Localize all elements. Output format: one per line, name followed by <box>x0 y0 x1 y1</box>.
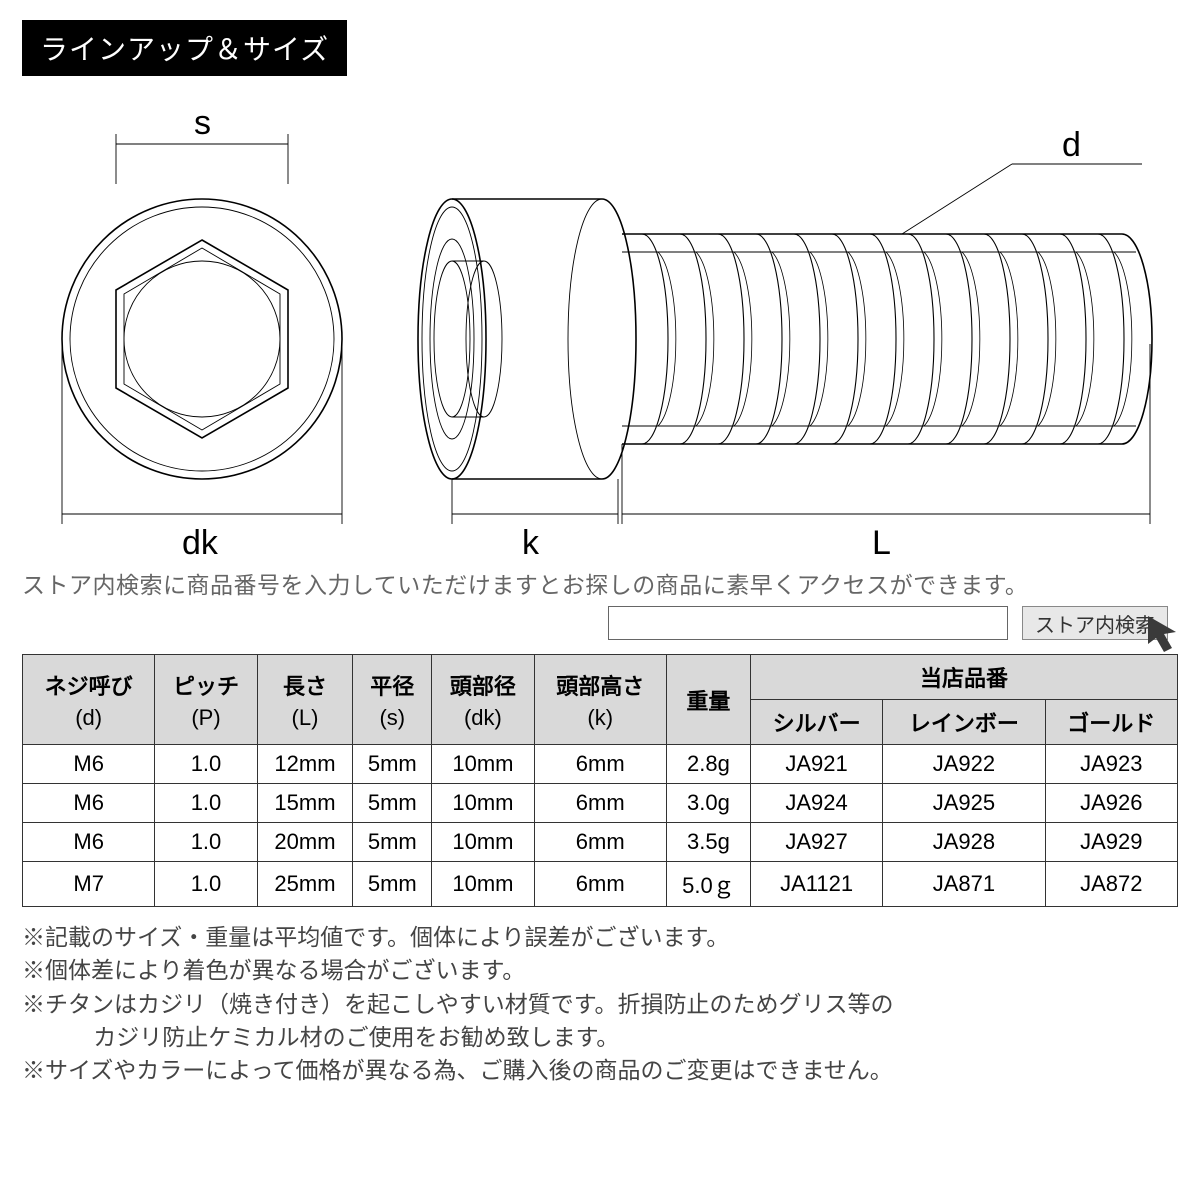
table-cell: 5mm <box>353 823 432 862</box>
table-cell: 1.0 <box>155 784 257 823</box>
table-cell: JA925 <box>883 784 1045 823</box>
notes-block: ※記載のサイズ・重量は平均値です。個体により誤差がございます。※個体差により着色… <box>22 921 1178 1088</box>
table-cell: JA927 <box>750 823 882 862</box>
table-cell: JA926 <box>1045 784 1177 823</box>
table-cell: 5mm <box>353 862 432 907</box>
table-cell: M6 <box>23 823 155 862</box>
dim-label-k: k <box>522 524 540 562</box>
col-header: 平径(s) <box>353 655 432 745</box>
col-header: 長さ(L) <box>257 655 353 745</box>
table-cell: JA871 <box>883 862 1045 907</box>
table-cell: JA924 <box>750 784 882 823</box>
table-row: M61.020mm5mm10mm6mm3.5gJA927JA928JA929 <box>23 823 1178 862</box>
table-cell: M6 <box>23 745 155 784</box>
spec-table-head: ネジ呼び(d)ピッチ(P)長さ(L)平径(s)頭部径(dk)頭部高さ(k)重量当… <box>23 655 1178 745</box>
col-header: シルバー <box>750 700 882 745</box>
table-cell: JA1121 <box>750 862 882 907</box>
dim-label-L: L <box>872 524 891 562</box>
col-header: ゴールド <box>1045 700 1177 745</box>
col-header: 重量 <box>666 655 750 745</box>
table-cell: 20mm <box>257 823 353 862</box>
spec-table: ネジ呼び(d)ピッチ(P)長さ(L)平径(s)頭部径(dk)頭部高さ(k)重量当… <box>22 654 1178 907</box>
table-cell: 10mm <box>432 823 534 862</box>
dim-label-s: s <box>194 104 211 142</box>
table-cell: 25mm <box>257 862 353 907</box>
table-cell: 12mm <box>257 745 353 784</box>
table-cell: 10mm <box>432 784 534 823</box>
table-cell: 1.0 <box>155 745 257 784</box>
col-header: レインボー <box>883 700 1045 745</box>
dim-label-dk: dk <box>182 524 219 562</box>
table-cell: 3.5g <box>666 823 750 862</box>
store-search-input[interactable] <box>608 606 1008 640</box>
note-line: ※個体差により着色が異なる場合がございます。 <box>22 954 1178 987</box>
table-row: M61.012mm5mm10mm6mm2.8gJA921JA922JA923 <box>23 745 1178 784</box>
table-cell: JA921 <box>750 745 882 784</box>
table-cell: 6mm <box>534 823 666 862</box>
table-cell: JA929 <box>1045 823 1177 862</box>
table-cell: 1.0 <box>155 823 257 862</box>
table-cell: 6mm <box>534 784 666 823</box>
note-line: カジリ防止ケミカル材のご使用をお勧め致します。 <box>22 1021 1178 1054</box>
table-cell: 5mm <box>353 745 432 784</box>
table-cell: M7 <box>23 862 155 907</box>
table-cell: 1.0 <box>155 862 257 907</box>
table-cell: 2.8g <box>666 745 750 784</box>
table-cell: 3.0g <box>666 784 750 823</box>
note-line: ※チタンはカジリ（焼き付き）を起こしやすい材質です。折損防止のためグリス等の <box>22 988 1178 1021</box>
table-cell: JA928 <box>883 823 1045 862</box>
col-header: 頭部径(dk) <box>432 655 534 745</box>
note-line: ※記載のサイズ・重量は平均値です。個体により誤差がございます。 <box>22 921 1178 954</box>
table-cell: JA923 <box>1045 745 1177 784</box>
dim-label-d: d <box>1062 126 1081 164</box>
table-cell: JA872 <box>1045 862 1177 907</box>
table-cell: 10mm <box>432 745 534 784</box>
table-row: M61.015mm5mm10mm6mm3.0gJA924JA925JA926 <box>23 784 1178 823</box>
table-cell: 5mm <box>353 784 432 823</box>
col-header: ピッチ(P) <box>155 655 257 745</box>
note-line: ※サイズやカラーによって価格が異なる為、ご購入後の商品のご変更はできません。 <box>22 1054 1178 1087</box>
table-row: M71.025mm5mm10mm6mm5.0ｇJA1121JA871JA872 <box>23 862 1178 907</box>
spec-table-body: M61.012mm5mm10mm6mm2.8gJA921JA922JA923M6… <box>23 745 1178 907</box>
table-cell: JA922 <box>883 745 1045 784</box>
search-row: ストア内検索 <box>22 606 1178 640</box>
col-header: 頭部高さ(k) <box>534 655 666 745</box>
table-cell: M6 <box>23 784 155 823</box>
col-header: ネジ呼び(d) <box>23 655 155 745</box>
section-title: ラインアップ＆サイズ <box>22 20 347 76</box>
col-header-group: 当店品番 <box>750 655 1177 700</box>
table-cell: 6mm <box>534 862 666 907</box>
table-cell: 5.0ｇ <box>666 862 750 907</box>
table-cell: 6mm <box>534 745 666 784</box>
table-cell: 15mm <box>257 784 353 823</box>
search-help-text: ストア内検索に商品番号を入力していただけますとお探しの商品に素早くアクセスができ… <box>22 566 1178 600</box>
cursor-icon <box>1146 614 1190 654</box>
bolt-diagram: s dk <box>22 84 1178 564</box>
table-cell: 10mm <box>432 862 534 907</box>
